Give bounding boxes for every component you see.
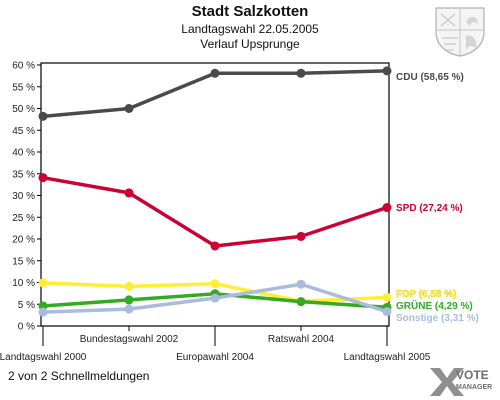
data-point-spd (210, 241, 220, 251)
y-tick-label: 5 % (18, 300, 35, 311)
chart-subtitle-2: Verlauf Upsprunge (200, 37, 300, 51)
logo-word-vote: VOTE (456, 368, 489, 382)
data-point-cdu (296, 68, 306, 78)
data-point-cdu (382, 66, 392, 76)
x-tick-label: Bundestagswahl 2002 (80, 334, 179, 345)
data-point-cdu (38, 111, 48, 121)
data-point-fdp (38, 278, 48, 288)
data-point-sonstige (38, 307, 48, 317)
data-point-sonstige (382, 307, 392, 317)
data-point-fdp (124, 281, 134, 291)
logo-word-manager: MANAGER (456, 384, 492, 391)
data-point-sonstige (210, 293, 220, 303)
data-point-sonstige (124, 304, 134, 314)
data-point-fdp (382, 292, 392, 302)
series-label-spd: SPD (27,24 %) (396, 203, 463, 214)
y-tick-label: 0 % (18, 322, 35, 333)
data-point-cdu (210, 68, 220, 78)
y-tick-label: 30 % (12, 191, 35, 202)
y-tick-label: 60 % (12, 61, 35, 72)
data-point-spd (382, 203, 392, 213)
data-point-spd (38, 173, 48, 183)
footer-status: 2 von 2 Schnellmeldungen (8, 369, 150, 383)
chart-subtitle: Landtagswahl 22.05.2005 (181, 22, 319, 36)
data-point-spd (124, 188, 134, 198)
y-tick-label: 20 % (12, 235, 35, 246)
data-point-sonstige (296, 279, 306, 289)
coat-of-arms-icon (435, 7, 485, 57)
y-tick-label: 35 % (12, 169, 35, 180)
y-tick-label: 55 % (12, 82, 35, 93)
data-point-gr-ne (124, 295, 134, 305)
x-tick-label: Landtagswahl 2005 (344, 352, 431, 363)
data-point-spd (296, 231, 306, 241)
series-line-spd (42, 175, 388, 248)
data-point-gr-ne (296, 297, 306, 307)
y-tick-label: 50 % (12, 104, 35, 115)
series-label-gr-ne: GRÜNE (4,29 %) (396, 299, 473, 312)
x-mark-icon (430, 368, 464, 396)
vote-manager-logo: VOTE MANAGER (430, 368, 492, 396)
series-label-fdp: FDP (6,58 %) (396, 289, 456, 300)
y-tick-label: 45 % (12, 126, 35, 137)
x-tick-label: Landtagswahl 2000 (0, 352, 87, 363)
data-point-fdp (210, 279, 220, 289)
x-tick-label: Europawahl 2004 (176, 352, 254, 363)
y-tick-label: 15 % (12, 256, 35, 267)
y-tick-label: 25 % (12, 213, 35, 224)
data-point-cdu (124, 104, 134, 113)
y-tick-label: 40 % (12, 148, 35, 159)
y-tick-label: 10 % (12, 278, 35, 289)
series-label-sonstige: Sonstige (3,31 %) (396, 313, 479, 324)
x-tick-label: Ratswahl 2004 (268, 334, 335, 345)
chart-title: Stadt Salzkotten (191, 3, 309, 20)
series-label-cdu: CDU (58,65 %) (396, 72, 464, 83)
